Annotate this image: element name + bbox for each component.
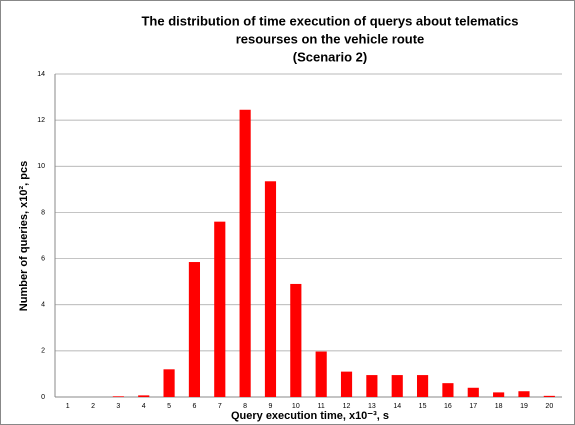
x-tick-label: 6 bbox=[192, 403, 196, 410]
x-tick-label: 8 bbox=[243, 403, 247, 410]
y-tick-label: 2 bbox=[41, 348, 45, 355]
x-axis-label: Query execution time, x10⁻³, s bbox=[231, 410, 389, 422]
x-tick-label: 20 bbox=[545, 403, 553, 410]
x-tick-label: 2 bbox=[91, 403, 95, 410]
bar bbox=[467, 387, 479, 397]
x-tick-label: 17 bbox=[469, 403, 477, 410]
x-tick-label: 5 bbox=[167, 403, 171, 410]
x-tick-label: 9 bbox=[269, 403, 273, 410]
bar bbox=[442, 383, 454, 397]
y-tick-label: 0 bbox=[41, 394, 45, 401]
bar bbox=[138, 395, 150, 397]
x-tick-label: 3 bbox=[116, 403, 120, 410]
bar bbox=[290, 283, 302, 397]
x-tick-label: 10 bbox=[292, 403, 300, 410]
x-tick-label: 1 bbox=[66, 403, 70, 410]
y-tick-label: 8 bbox=[41, 209, 45, 216]
chart-title: (Scenario 2) bbox=[293, 49, 367, 64]
y-tick-label: 14 bbox=[37, 71, 45, 78]
x-tick-label: 16 bbox=[444, 403, 452, 410]
x-tick-label: 7 bbox=[218, 403, 222, 410]
x-tick-label: 15 bbox=[419, 403, 427, 410]
chart-title: The distribution of time execution of qu… bbox=[141, 13, 518, 28]
x-tick-label: 12 bbox=[343, 403, 351, 410]
bar bbox=[543, 395, 555, 397]
x-tick-label: 14 bbox=[393, 403, 401, 410]
x-tick-label: 19 bbox=[520, 403, 528, 410]
y-tick-label: 6 bbox=[41, 255, 45, 262]
bar bbox=[340, 371, 353, 397]
bar bbox=[416, 375, 429, 397]
bar bbox=[188, 262, 201, 397]
x-tick-label: 4 bbox=[142, 403, 146, 410]
y-tick-label: 12 bbox=[37, 117, 45, 124]
x-tick-label: 11 bbox=[318, 403, 325, 410]
x-tick-label: 13 bbox=[368, 403, 376, 410]
bar bbox=[315, 351, 327, 397]
bar bbox=[518, 391, 530, 397]
bar bbox=[163, 369, 175, 397]
bar bbox=[493, 392, 505, 397]
y-tick-label: 4 bbox=[41, 302, 45, 309]
x-tick-label: 18 bbox=[495, 403, 503, 410]
bar bbox=[239, 109, 251, 397]
bar bbox=[264, 181, 277, 397]
bar bbox=[214, 221, 226, 397]
bar bbox=[366, 375, 378, 397]
chart-title: resourses on the vehicle route bbox=[236, 31, 425, 46]
bar bbox=[112, 396, 124, 397]
y-tick-label: 10 bbox=[37, 163, 45, 170]
bar bbox=[391, 375, 403, 397]
y-axis-label: Number of queries, x10², pcs bbox=[18, 161, 30, 311]
